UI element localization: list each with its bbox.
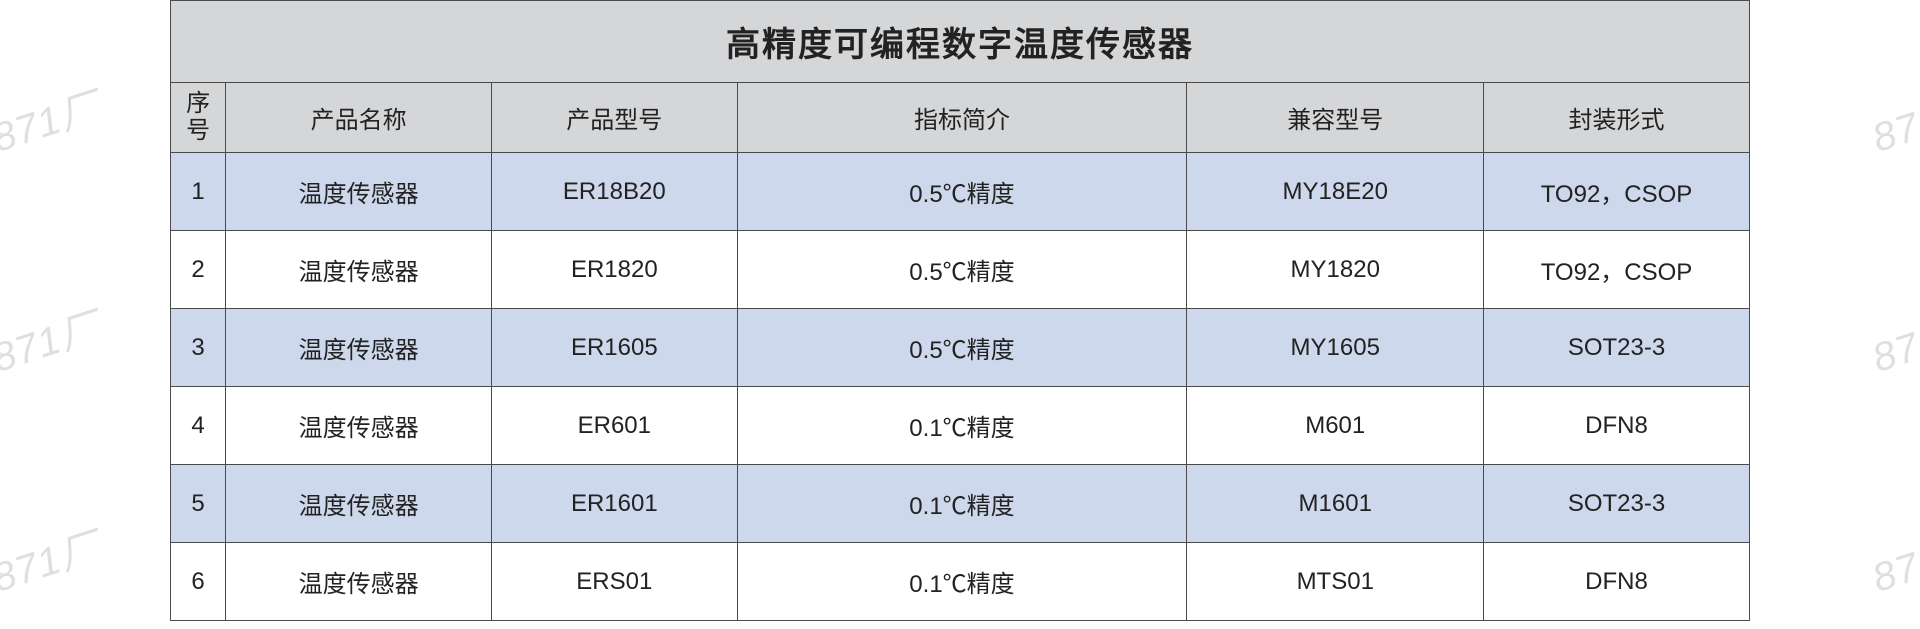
- cell-package: DFN8: [1484, 387, 1750, 465]
- cell-name: 温度传感器: [226, 309, 492, 387]
- cell-name: 温度传感器: [226, 543, 492, 621]
- cell-name: 温度传感器: [226, 153, 492, 231]
- cell-compat: MY1605: [1187, 309, 1484, 387]
- col-spec: 指标简介: [737, 83, 1187, 153]
- table-container: 高精度可编程数字温度传感器 序号 产品名称 产品型号 指标简介 兼容型号 封装形…: [0, 0, 1920, 621]
- cell-index: 3: [171, 309, 226, 387]
- cell-model: ER1820: [492, 231, 737, 309]
- col-model: 产品型号: [492, 83, 737, 153]
- cell-package: SOT23-3: [1484, 309, 1750, 387]
- cell-compat: M601: [1187, 387, 1484, 465]
- cell-package: SOT23-3: [1484, 465, 1750, 543]
- cell-model: ER601: [492, 387, 737, 465]
- cell-spec: 0.1℃精度: [737, 465, 1187, 543]
- cell-index: 6: [171, 543, 226, 621]
- table-title-row: 高精度可编程数字温度传感器: [171, 1, 1750, 83]
- cell-spec: 0.5℃精度: [737, 153, 1187, 231]
- cell-name: 温度传感器: [226, 387, 492, 465]
- cell-index: 1: [171, 153, 226, 231]
- cell-name: 温度传感器: [226, 465, 492, 543]
- cell-index: 2: [171, 231, 226, 309]
- table-row: 3 温度传感器 ER1605 0.5℃精度 MY1605 SOT23-3: [171, 309, 1750, 387]
- table-row: 4 温度传感器 ER601 0.1℃精度 M601 DFN8: [171, 387, 1750, 465]
- col-name: 产品名称: [226, 83, 492, 153]
- table-row: 2 温度传感器 ER1820 0.5℃精度 MY1820 TO92，CSOP: [171, 231, 1750, 309]
- cell-package: TO92，CSOP: [1484, 153, 1750, 231]
- cell-spec: 0.5℃精度: [737, 231, 1187, 309]
- cell-model: ERS01: [492, 543, 737, 621]
- cell-model: ER1605: [492, 309, 737, 387]
- cell-package: DFN8: [1484, 543, 1750, 621]
- cell-model: ER18B20: [492, 153, 737, 231]
- table-row: 5 温度传感器 ER1601 0.1℃精度 M1601 SOT23-3: [171, 465, 1750, 543]
- cell-compat: MY18E20: [1187, 153, 1484, 231]
- cell-spec: 0.1℃精度: [737, 543, 1187, 621]
- col-package: 封装形式: [1484, 83, 1750, 153]
- sensor-table: 高精度可编程数字温度传感器 序号 产品名称 产品型号 指标简介 兼容型号 封装形…: [170, 0, 1750, 621]
- table-row: 1 温度传感器 ER18B20 0.5℃精度 MY18E20 TO92，CSOP: [171, 153, 1750, 231]
- cell-name: 温度传感器: [226, 231, 492, 309]
- col-index: 序号: [171, 83, 226, 153]
- table-title: 高精度可编程数字温度传感器: [171, 1, 1750, 83]
- cell-index: 4: [171, 387, 226, 465]
- cell-spec: 0.1℃精度: [737, 387, 1187, 465]
- cell-spec: 0.5℃精度: [737, 309, 1187, 387]
- cell-compat: MTS01: [1187, 543, 1484, 621]
- cell-model: ER1601: [492, 465, 737, 543]
- cell-package: TO92，CSOP: [1484, 231, 1750, 309]
- col-compat: 兼容型号: [1187, 83, 1484, 153]
- cell-index: 5: [171, 465, 226, 543]
- table-header-row: 序号 产品名称 产品型号 指标简介 兼容型号 封装形式: [171, 83, 1750, 153]
- table-row: 6 温度传感器 ERS01 0.1℃精度 MTS01 DFN8: [171, 543, 1750, 621]
- cell-compat: M1601: [1187, 465, 1484, 543]
- cell-compat: MY1820: [1187, 231, 1484, 309]
